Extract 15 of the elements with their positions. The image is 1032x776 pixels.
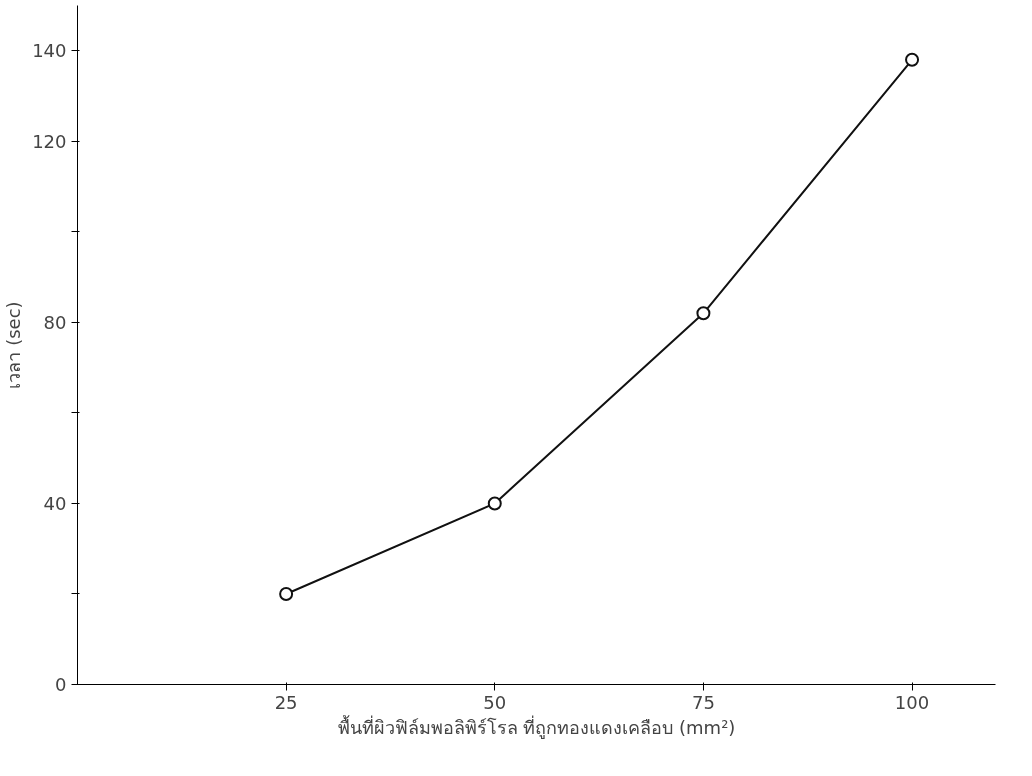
x-tick-label: 75 (691, 691, 715, 713)
y-axis-title: เวลา (sec) (3, 301, 25, 389)
point (696, 306, 711, 321)
point (487, 496, 502, 511)
y-tick-label: 0 (55, 674, 67, 695)
point (905, 52, 920, 67)
x-axis-title: พื้นที่ผิวฟิล์มพอลิพิร์โรล ที่ถูกทองแดงเคลือบ (mm²) (337, 714, 736, 739)
x-tick-label: 100 (894, 691, 930, 713)
y-tick-label: 40 (43, 492, 67, 514)
x-tick-label: 50 (483, 691, 507, 713)
y-tick-label: 120 (32, 130, 67, 152)
y-tick-label: 140 (32, 40, 67, 62)
point (279, 586, 294, 601)
y-tick-label: 80 (43, 311, 67, 333)
x-tick-label: 25 (274, 691, 298, 713)
